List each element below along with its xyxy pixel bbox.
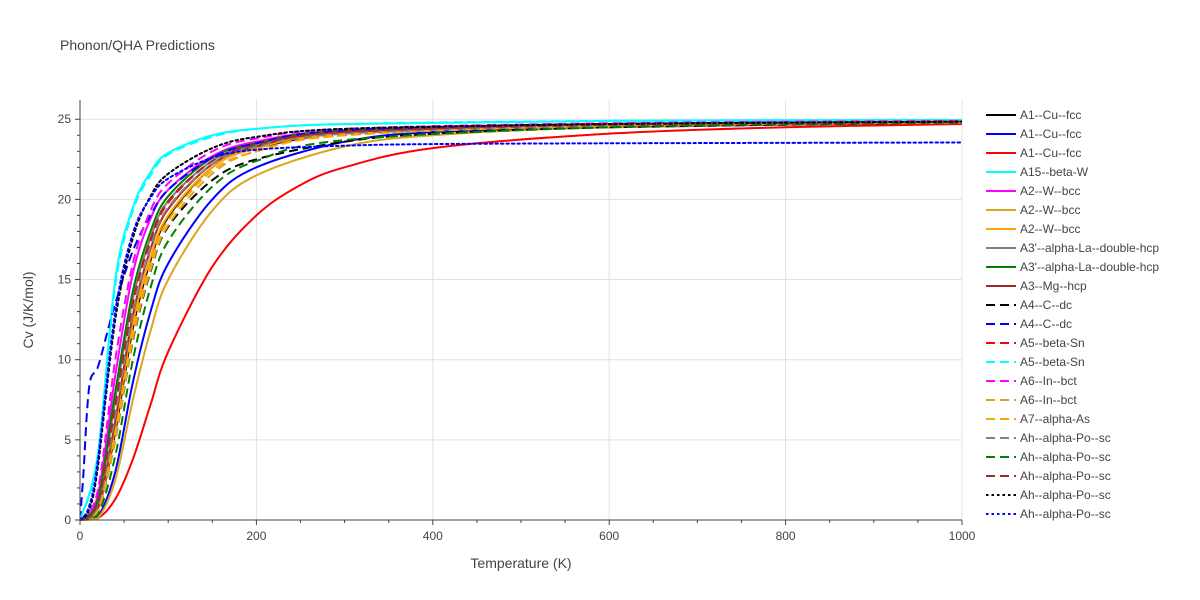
- series-line-10: [80, 121, 962, 521]
- legend-label: Ah--alpha-Po--sc: [1020, 469, 1111, 483]
- legend-item[interactable]: A4--C--dc: [986, 317, 1072, 331]
- y-tick-label: 25: [58, 112, 72, 126]
- x-axis-title: Temperature (K): [470, 555, 571, 571]
- series-line-14: [80, 119, 962, 521]
- legend-item[interactable]: A3--Mg--hcp: [986, 279, 1087, 293]
- x-tick-label: 400: [423, 529, 443, 543]
- legend-item[interactable]: A5--beta-Sn: [986, 355, 1085, 369]
- legend-label: A2--W--bcc: [1020, 184, 1080, 198]
- legend-item[interactable]: A4--C--dc: [986, 298, 1072, 312]
- legend-label: Ah--alpha-Po--sc: [1020, 431, 1111, 445]
- legend-item[interactable]: Ah--alpha-Po--sc: [986, 488, 1111, 502]
- legend-item[interactable]: A3'--alpha-La--double-hcp: [986, 260, 1159, 274]
- legend-item[interactable]: Ah--alpha-Po--sc: [986, 450, 1111, 464]
- legend-label: Ah--alpha-Po--sc: [1020, 507, 1111, 521]
- legend-label: A7--alpha-As: [1020, 412, 1090, 426]
- legend-label: A4--C--dc: [1020, 298, 1072, 312]
- legend-label: A4--C--dc: [1020, 317, 1072, 331]
- x-tick-label: 1000: [949, 529, 976, 543]
- series-line-8: [80, 121, 962, 521]
- series-line-21: [80, 120, 962, 521]
- series-line-11: [80, 121, 962, 521]
- series-line-3: [80, 123, 962, 521]
- legend-label: A6--In--bct: [1020, 374, 1077, 388]
- legend-label: A1--Cu--fcc: [1020, 146, 1081, 160]
- y-tick-label: 10: [58, 353, 72, 367]
- legend-item[interactable]: A15--beta-W: [986, 165, 1089, 179]
- series-line-18: [80, 121, 962, 521]
- series-line-7: [80, 121, 962, 521]
- legend-label: A15--beta-W: [1020, 165, 1089, 179]
- legend-item[interactable]: A1--Cu--fcc: [986, 127, 1081, 141]
- legend-label: A2--W--bcc: [1020, 203, 1080, 217]
- y-tick-label: 15: [58, 273, 72, 287]
- series-lines: [80, 119, 962, 521]
- x-tick-label: 200: [246, 529, 266, 543]
- series-line-16: [80, 121, 962, 521]
- y-tick-label: 5: [64, 433, 71, 447]
- legend-label: Ah--alpha-Po--sc: [1020, 450, 1111, 464]
- legend-label: Ah--alpha-Po--sc: [1020, 488, 1111, 502]
- y-tick-label: 0: [64, 513, 71, 527]
- legend-item[interactable]: A6--In--bct: [986, 393, 1077, 407]
- legend[interactable]: A1--Cu--fcc A1--Cu--fcc A1--Cu--fcc A15--be…: [986, 108, 1159, 521]
- plot-area: [80, 119, 962, 521]
- series-line-22: [80, 141, 962, 521]
- legend-label: A5--beta-Sn: [1020, 355, 1085, 369]
- legend-label: A1--Cu--fcc: [1020, 127, 1081, 141]
- legend-item[interactable]: A1--Cu--fcc: [986, 108, 1081, 122]
- legend-item[interactable]: A6--In--bct: [986, 374, 1077, 388]
- legend-item[interactable]: A1--Cu--fcc: [986, 146, 1081, 160]
- legend-item[interactable]: A3'--alpha-La--double-hcp: [986, 241, 1159, 255]
- legend-label: A5--beta-Sn: [1020, 336, 1085, 350]
- legend-label: A1--Cu--fcc: [1020, 108, 1081, 122]
- series-line-12: [80, 120, 962, 521]
- legend-label: A3'--alpha-La--double-hcp: [1020, 241, 1159, 255]
- y-axis-title: Cv (J/K/mol): [20, 272, 36, 349]
- legend-item[interactable]: A2--W--bcc: [986, 203, 1080, 217]
- x-tick-label: 800: [776, 529, 796, 543]
- legend-label: A6--In--bct: [1020, 393, 1077, 407]
- legend-label: A2--W--bcc: [1020, 222, 1080, 236]
- legend-item[interactable]: Ah--alpha-Po--sc: [986, 431, 1111, 445]
- legend-item[interactable]: A2--W--bcc: [986, 222, 1080, 236]
- x-tick-label: 0: [77, 529, 84, 543]
- x-tick-label: 600: [599, 529, 619, 543]
- series-line-13: [80, 121, 962, 521]
- series-line-6: [80, 121, 962, 521]
- legend-label: A3'--alpha-La--double-hcp: [1020, 260, 1159, 274]
- series-line-2: [80, 121, 962, 521]
- legend-item[interactable]: A5--beta-Sn: [986, 336, 1085, 350]
- legend-item[interactable]: Ah--alpha-Po--sc: [986, 469, 1111, 483]
- legend-item[interactable]: Ah--alpha-Po--sc: [986, 507, 1111, 521]
- series-line-17: [80, 121, 962, 521]
- y-tick-label: 20: [58, 192, 72, 206]
- legend-item[interactable]: A2--W--bcc: [986, 184, 1080, 198]
- series-line-19: [80, 121, 962, 521]
- legend-item[interactable]: A7--alpha-As: [986, 412, 1090, 426]
- chart-title: Phonon/QHA Predictions: [60, 37, 215, 53]
- axes: 0 200 400 600 800 1000 0 5 10 15 20 25: [58, 100, 976, 543]
- legend-label: A3--Mg--hcp: [1020, 279, 1087, 293]
